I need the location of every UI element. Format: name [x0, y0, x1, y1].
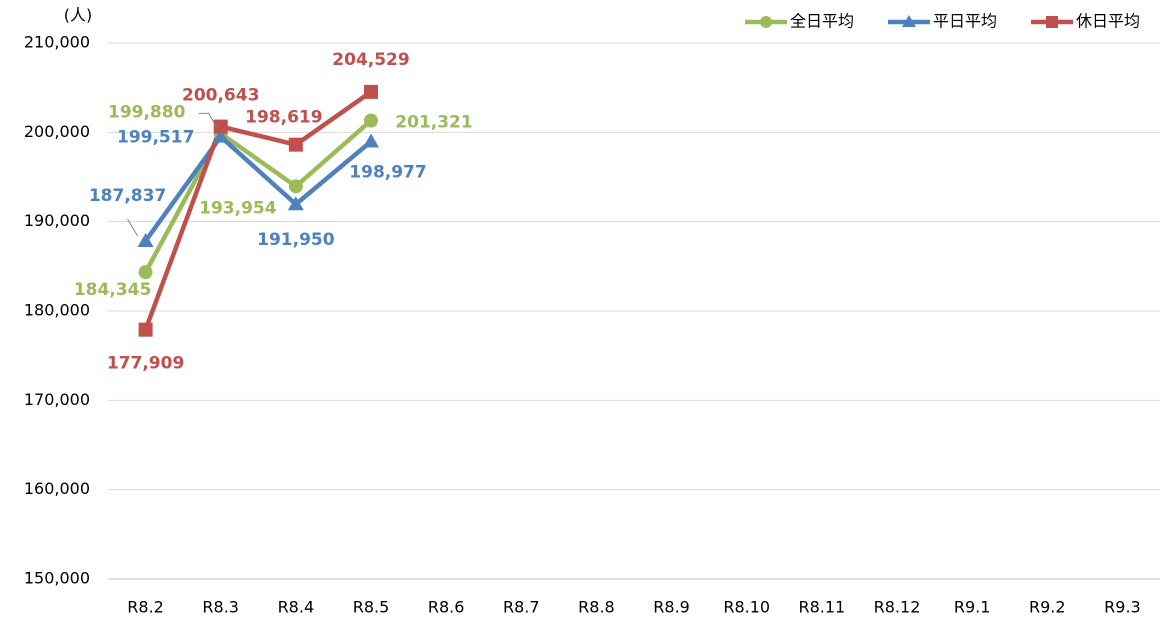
legend-label: 平日平均: [933, 12, 997, 31]
point: [364, 113, 378, 128]
x-tick-label: R8.12: [874, 598, 921, 617]
x-tick-label: R8.7: [503, 598, 540, 617]
x-tick-label: R8.5: [353, 598, 390, 617]
x-tick-label: R8.11: [798, 598, 845, 617]
x-tick-label: R8.2: [127, 598, 164, 617]
data-label: 199,517: [117, 128, 194, 148]
point: [137, 232, 154, 247]
x-tick-label: R9.1: [954, 598, 991, 617]
legend-label: 全日平均: [790, 12, 854, 31]
data-label: 187,837: [89, 186, 166, 206]
data-label: 198,977: [349, 162, 426, 182]
legend-marker: [1046, 16, 1058, 28]
x-tick-label: R9.2: [1029, 598, 1066, 617]
data-label: 184,345: [74, 280, 151, 300]
x-tick-label: R8.6: [428, 598, 465, 617]
y-tick-label: 170,000: [24, 390, 90, 409]
data-label: 198,619: [245, 108, 322, 128]
x-tick-label: R8.9: [653, 598, 690, 617]
x-tick-label: R8.3: [202, 598, 239, 617]
series-line: [143, 118, 373, 274]
leader-line: [198, 112, 218, 128]
data-label: 204,529: [332, 50, 409, 70]
data-label: 191,950: [257, 230, 335, 250]
y-tick-label: 210,000: [24, 33, 90, 52]
x-tick-label: R8.4: [278, 598, 315, 617]
leader-line: [127, 218, 139, 237]
series-line: [143, 134, 373, 243]
point: [212, 128, 229, 143]
y-tick-label: 180,000: [24, 301, 90, 320]
y-tick-label: 160,000: [24, 479, 90, 498]
y-tick-label: 190,000: [24, 211, 90, 230]
y-tick-label: 200,000: [24, 122, 90, 141]
data-label: 200,643: [182, 86, 259, 106]
x-tick-label: R9.3: [1104, 598, 1141, 617]
point: [288, 179, 303, 194]
point: [213, 119, 228, 134]
legend-label: 休日平均: [1076, 12, 1140, 31]
data-label: 177,909: [107, 354, 184, 374]
series-line: [143, 90, 373, 331]
data-label: 201,321: [395, 113, 472, 133]
point: [138, 322, 153, 337]
point: [364, 84, 378, 99]
x-tick-label: R8.10: [723, 598, 770, 617]
point: [288, 137, 303, 152]
data-label: 199,880: [108, 102, 186, 122]
legend-marker: [902, 15, 916, 27]
y-tick-label: 150,000: [24, 569, 90, 588]
point: [138, 265, 153, 280]
point: [287, 196, 304, 211]
point: [363, 133, 379, 148]
y-axis-label: (人): [64, 6, 93, 25]
legend-marker: [760, 16, 772, 28]
x-tick-label: R8.8: [578, 598, 615, 617]
data-label: 193,954: [199, 198, 277, 218]
